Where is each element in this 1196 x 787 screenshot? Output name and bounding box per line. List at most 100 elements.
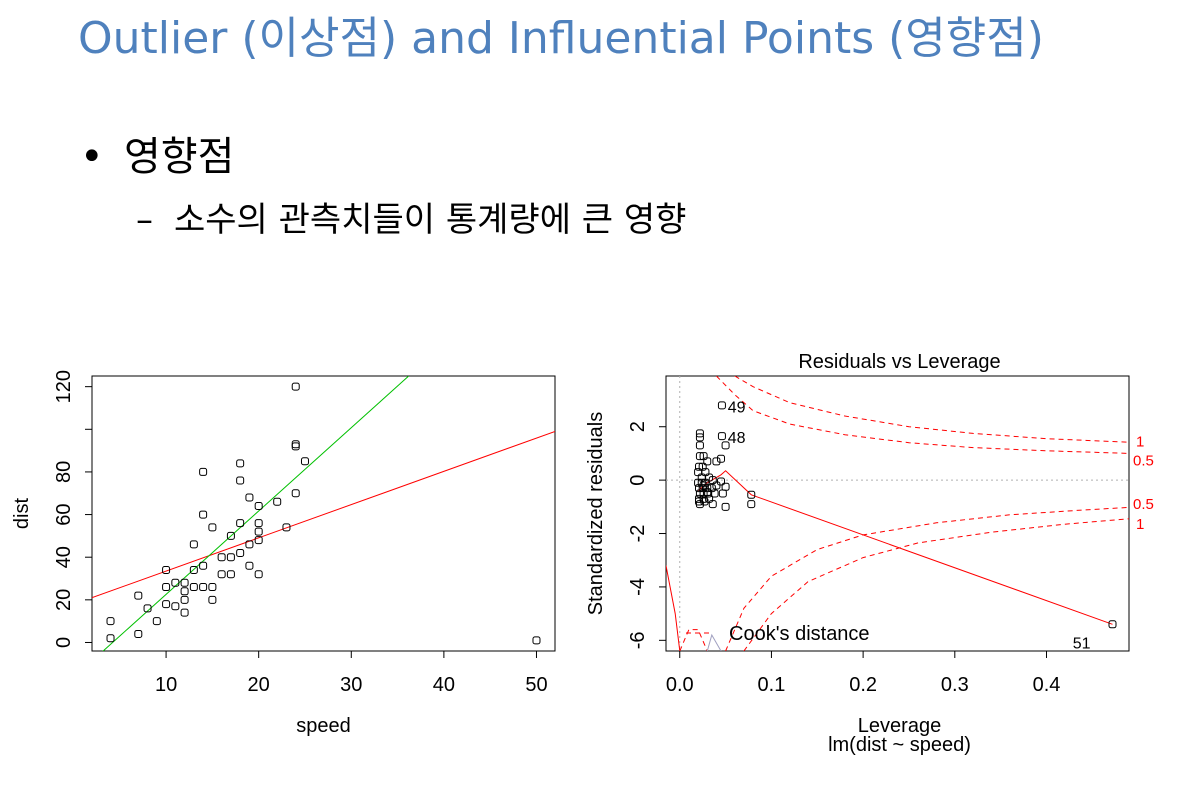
data-point (254, 527, 263, 536)
cooks-distance-contour (716, 376, 1129, 454)
data-point (695, 452, 704, 461)
data-point (695, 441, 704, 450)
data-point (721, 502, 730, 511)
contour-label: 0.5 (1133, 452, 1154, 469)
data-point (217, 553, 226, 562)
y-tick-label: -6 (627, 631, 649, 649)
data-point (721, 441, 730, 450)
data-point (712, 481, 721, 490)
data-point (291, 489, 300, 498)
smoother-line (697, 470, 1113, 625)
data-point (152, 617, 161, 626)
data-point (747, 490, 756, 499)
sub-bullet-text: 소수의 관측치들이 통계량에 큰 영향 (174, 200, 687, 240)
data-point (171, 602, 180, 611)
regression-line-green (102, 376, 410, 651)
data-point (180, 608, 189, 617)
cooks-distance-contour (666, 565, 681, 651)
data-point (717, 401, 726, 410)
data-point (199, 510, 208, 519)
data-point (245, 493, 254, 502)
x-axis-label: Leverage (858, 715, 941, 737)
data-point (291, 382, 300, 391)
data-point (208, 523, 217, 532)
data-point (695, 484, 704, 493)
data-point (189, 583, 198, 592)
data-point (226, 531, 235, 540)
data-point (162, 565, 171, 574)
data-point (254, 519, 263, 528)
contour-label: 0.5 (1133, 496, 1154, 513)
data-point (106, 617, 115, 626)
y-tick-label: 2 (627, 421, 649, 432)
cooks-distance-contour (734, 376, 1129, 443)
data-point (718, 489, 727, 498)
data-point (254, 502, 263, 511)
data-point (703, 488, 712, 497)
data-point (189, 565, 198, 574)
y-tick-label: 60 (53, 503, 75, 525)
data-point (245, 540, 254, 549)
data-point (699, 481, 708, 490)
data-point (717, 477, 726, 486)
residuals-vs-leverage-chart: Residuals vs Leverage 0.0 0.1 0.2 0.3 0.4 2 0 -2… (585, 351, 1154, 756)
data-point (226, 570, 235, 579)
point-label: 49 (728, 399, 746, 416)
data-point (695, 462, 704, 471)
data-point (134, 591, 143, 600)
data-point (695, 433, 704, 442)
x-tick-label: 0.4 (1033, 674, 1061, 696)
data-point (236, 459, 245, 468)
data-point (236, 519, 245, 528)
data-point (695, 500, 704, 509)
data-point (245, 561, 254, 570)
data-point (703, 457, 712, 466)
data-point (1108, 620, 1117, 629)
data-point (208, 583, 217, 592)
x-tick-label: 50 (525, 674, 547, 696)
data-point (199, 583, 208, 592)
y-tick-label: -4 (627, 578, 649, 596)
point-label: 51 (1073, 635, 1091, 652)
chart-title: Residuals vs Leverage (798, 351, 1000, 373)
data-point (226, 553, 235, 562)
data-point (695, 429, 704, 438)
bullet-item: • 영향점 (80, 124, 234, 182)
sub-bullet-marker: – (136, 200, 153, 240)
data-point (698, 462, 707, 471)
data-point (291, 442, 300, 451)
data-point (712, 457, 721, 466)
plot-frame (665, 375, 1130, 652)
data-point (254, 536, 263, 545)
point-label: 48 (728, 430, 746, 447)
data-point (162, 600, 171, 609)
data-point (208, 595, 217, 604)
data-point (180, 595, 189, 604)
data-point (700, 497, 709, 506)
data-point (717, 454, 726, 463)
legend-cooks-distance: Cook's distance (729, 623, 870, 645)
data-point (697, 478, 706, 487)
data-point (162, 583, 171, 592)
data-point (273, 497, 282, 506)
plot-frame (91, 375, 556, 652)
data-point (291, 440, 300, 449)
y-tick-label: 0 (53, 637, 75, 648)
slide-title: Outlier (이상점) and Influential Points (영향… (78, 13, 1044, 64)
data-point (708, 500, 717, 509)
data-point (199, 561, 208, 570)
cooks-distance-contour (679, 629, 708, 651)
y-tick-label: 80 (53, 461, 75, 483)
data-point (199, 467, 208, 476)
scatter-chart-speed-dist: 10 20 30 40 50 0 20 40 60 80 120 speed dist (11, 370, 556, 737)
cooks-distance-contour (743, 518, 1129, 651)
data-point (282, 523, 291, 532)
x-tick-label: 0.1 (758, 674, 786, 696)
regression-line-red (92, 430, 555, 599)
x-tick-label: 10 (155, 674, 177, 696)
y-axis-label: Standardized residuals (585, 412, 607, 615)
data-point (143, 604, 152, 613)
y-tick-label: 40 (53, 546, 75, 568)
data-point (171, 578, 180, 587)
data-point (106, 634, 115, 643)
